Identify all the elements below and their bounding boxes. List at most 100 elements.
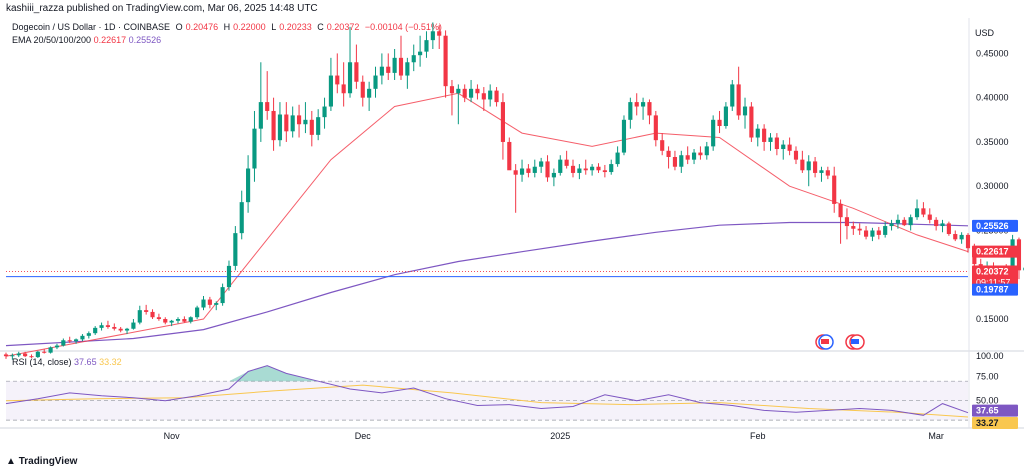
- candle-body: [16, 353, 21, 356]
- rsi-band: [6, 381, 968, 421]
- candle: [156, 313, 161, 321]
- candle-body: [545, 161, 550, 178]
- price-tick-label: 0.45000: [976, 48, 1009, 58]
- symbol-legend[interactable]: Dogecoin / US Dollar · 1D · COINBASE O 0.…: [12, 22, 445, 32]
- candle-body: [825, 170, 830, 176]
- candle-body: [118, 328, 123, 331]
- rsi-ma-tag: 33.27: [972, 416, 1018, 429]
- candle-body: [870, 230, 875, 237]
- candle: [507, 137, 512, 171]
- time-tick-label: Nov: [164, 431, 181, 441]
- candle: [698, 146, 703, 160]
- rsi-pane: [5, 365, 969, 421]
- candle-body: [386, 66, 391, 73]
- flag-icon[interactable]: [815, 334, 834, 350]
- candle: [628, 97, 633, 129]
- candle: [749, 102, 754, 142]
- candle-body: [679, 155, 684, 167]
- ema20-tag-bg: [972, 245, 1018, 258]
- candle: [86, 331, 91, 339]
- tradingview-logo-icon: ▲: [6, 456, 16, 467]
- candle: [61, 338, 66, 347]
- candle: [800, 150, 805, 173]
- candle: [3, 352, 9, 359]
- candle-body: [23, 353, 28, 357]
- candle: [946, 221, 951, 236]
- tradingview-logo[interactable]: ▲ TradingView: [6, 456, 77, 467]
- candle-body: [169, 320, 174, 323]
- candle: [290, 106, 295, 138]
- candle: [685, 146, 690, 165]
- candle-body: [914, 208, 920, 218]
- candle-body: [755, 128, 760, 138]
- candle: [564, 150, 569, 169]
- candle-body: [934, 219, 939, 227]
- candle: [602, 164, 607, 178]
- candle: [411, 44, 416, 72]
- candle-body: [711, 119, 716, 147]
- currency-label[interactable]: USD: [974, 28, 994, 38]
- ema200-tag: 0.25526: [972, 219, 1018, 232]
- candle-body: [137, 310, 142, 323]
- candle: [392, 48, 397, 80]
- candle-body: [895, 219, 900, 224]
- rsi-ma-line: [5, 384, 969, 418]
- candle-body: [685, 155, 690, 160]
- event-flags[interactable]: [815, 334, 865, 350]
- candle-body: [1016, 239, 1022, 271]
- candle: [965, 233, 971, 253]
- candle: [265, 71, 270, 120]
- candle: [169, 319, 174, 327]
- candle-body: [163, 319, 168, 323]
- candle: [730, 79, 735, 111]
- candle-body: [863, 230, 869, 237]
- candle-body: [379, 66, 384, 76]
- candles: [3, 22, 1024, 360]
- ema-legend[interactable]: EMA 20/50/100/200 0.22617 0.25526: [12, 35, 161, 45]
- candle: [437, 25, 442, 49]
- candle-body: [54, 345, 60, 348]
- candle: [793, 146, 799, 165]
- candle: [93, 326, 98, 335]
- candle: [513, 164, 518, 213]
- candle: [768, 133, 773, 151]
- candle-body: [112, 326, 117, 329]
- candle: [23, 351, 28, 358]
- candle-body: [296, 115, 302, 125]
- flag-icon[interactable]: [845, 334, 865, 350]
- candle-body: [156, 317, 161, 320]
- ema20-line: [5, 92, 969, 357]
- candle-body: [405, 62, 410, 76]
- candle-body: [800, 159, 805, 171]
- candle: [889, 219, 894, 231]
- high-label: H: [223, 22, 231, 32]
- candle: [271, 97, 276, 151]
- candle: [131, 319, 136, 330]
- candle-body: [150, 311, 155, 318]
- candle: [723, 102, 728, 129]
- candle: [927, 208, 932, 224]
- candle-body: [303, 119, 308, 125]
- candle-body: [730, 84, 735, 107]
- candle-body: [781, 144, 786, 150]
- rsi-tick-label: 100.00: [976, 351, 1004, 361]
- price-tick-label: 0.35000: [976, 137, 1009, 147]
- candle: [934, 217, 939, 231]
- rsi-tag-text: 37.65: [976, 406, 999, 416]
- candle: [341, 62, 346, 107]
- rsi-legend[interactable]: RSI (14, close) 37.65 33.32: [12, 357, 122, 367]
- candle: [902, 217, 907, 227]
- candle-body: [456, 88, 461, 94]
- candle: [863, 226, 869, 240]
- candle: [239, 190, 244, 240]
- last-price-tag: 0.20372: [972, 265, 1018, 288]
- candle: [469, 79, 474, 103]
- ema200-line: [5, 221, 969, 347]
- candle: [755, 124, 760, 147]
- open-value: 0.20476: [185, 22, 219, 32]
- candle-body: [80, 335, 85, 340]
- candle-body: [851, 226, 856, 229]
- candle: [691, 149, 697, 165]
- candle: [456, 84, 461, 125]
